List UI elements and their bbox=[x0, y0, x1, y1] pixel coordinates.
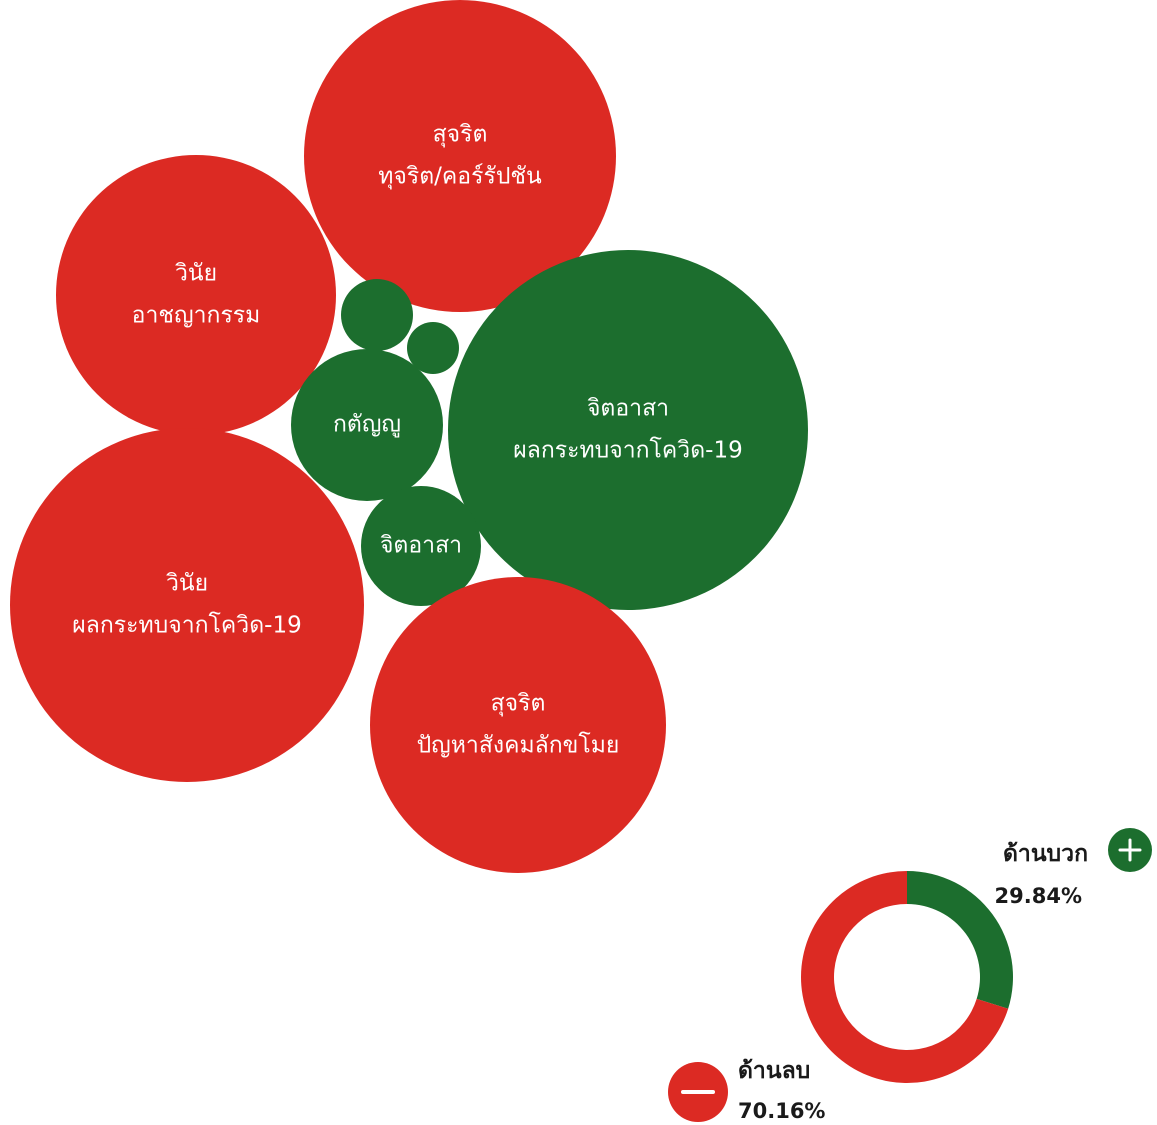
bubble-label: จิตอาสา bbox=[380, 533, 462, 559]
donut-slice-negative bbox=[801, 871, 1009, 1083]
bubble-label: ผลกระทบจากโควิด-19 bbox=[513, 437, 742, 464]
bubble-circle bbox=[341, 279, 413, 351]
bubble-circle bbox=[291, 349, 443, 501]
donut-chart bbox=[801, 871, 1013, 1083]
donut-slice-positive bbox=[907, 871, 1013, 1009]
bubble-layer: สุจริตทุจริต/คอร์รัปชันวินัยอาชญากรรมกตั… bbox=[10, 0, 808, 873]
bubble-label: วินัย bbox=[166, 571, 208, 597]
bubble-positive bbox=[341, 279, 413, 351]
bubble-label: กตัญญู bbox=[333, 412, 401, 438]
bubble-label: จิตอาสา bbox=[587, 396, 669, 422]
bubble-label: อาชญากรรม bbox=[132, 303, 261, 329]
bubble-label: ผลกระทบจากโควิด-19 bbox=[72, 612, 301, 639]
bubble-circle bbox=[304, 0, 616, 312]
bubble-circle bbox=[370, 577, 666, 873]
bubble-label: สุจริต bbox=[491, 691, 546, 717]
bubble-positive: จิตอาสา bbox=[361, 486, 481, 606]
legend-positive-label: ด้านบวก bbox=[1003, 841, 1088, 867]
bubble-positive: กตัญญู bbox=[291, 349, 443, 501]
legend-negative-value: 70.16% bbox=[738, 1099, 825, 1123]
legend-negative: ด้านลบ 70.16% bbox=[668, 1058, 825, 1123]
bubble-circle bbox=[407, 322, 459, 374]
legend-negative-label: ด้านลบ bbox=[738, 1058, 810, 1084]
minus-icon bbox=[668, 1062, 728, 1122]
bubble-negative: สุจริตทุจริต/คอร์รัปชัน bbox=[304, 0, 616, 312]
plus-icon bbox=[1108, 828, 1152, 872]
bubble-negative: สุจริตปัญหาสังคมลักขโมย bbox=[370, 577, 666, 873]
bubble-circle bbox=[10, 428, 364, 782]
legend-positive-value: 29.84% bbox=[995, 884, 1082, 908]
bubble-positive bbox=[407, 322, 459, 374]
bubble-circle bbox=[448, 250, 808, 610]
bubble-label: ปัญหาสังคมลักขโมย bbox=[417, 732, 620, 759]
bubble-label: วินัย bbox=[175, 261, 217, 287]
bubble-circle bbox=[361, 486, 481, 606]
bubble-label: ทุจริต/คอร์รัปชัน bbox=[378, 163, 542, 190]
legend-positive: ด้านบวก 29.84% bbox=[995, 828, 1152, 908]
bubble-label: สุจริต bbox=[433, 122, 488, 148]
bubble-circle bbox=[56, 155, 336, 435]
